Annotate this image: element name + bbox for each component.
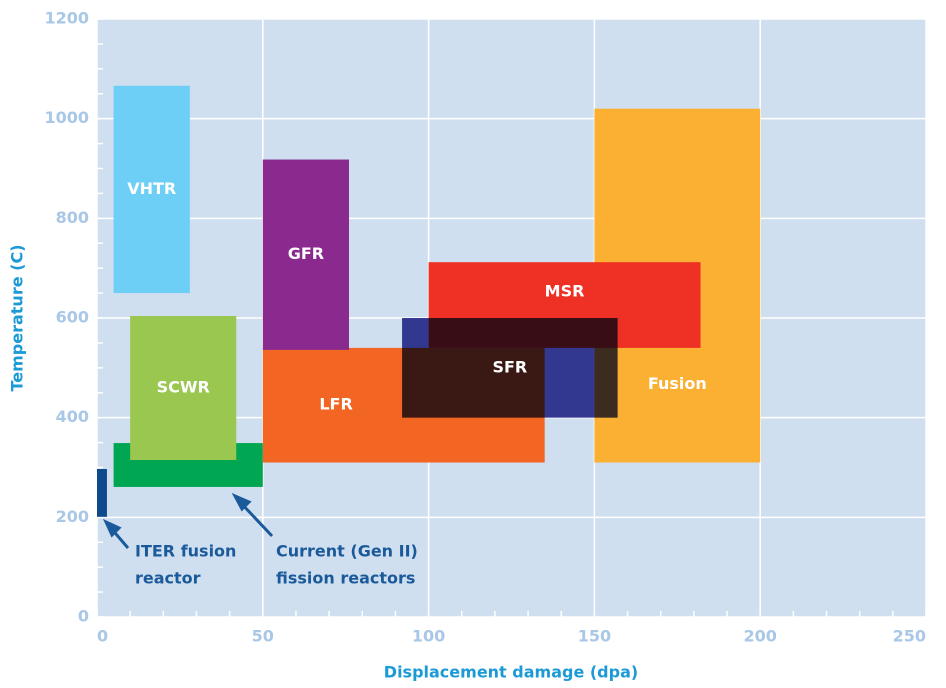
x-axis-title: Displacement damage (dpa) — [384, 663, 638, 682]
region-label: VHTR — [127, 179, 176, 198]
annotation: reactor — [135, 569, 201, 588]
annotation: ITER fusion — [135, 542, 236, 561]
region — [97, 468, 107, 517]
x-tick-label: 200 — [743, 627, 776, 646]
region-label: SFR — [492, 357, 527, 376]
region-label: LFR — [319, 395, 352, 414]
region-label: Fusion — [648, 374, 707, 393]
region — [262, 159, 350, 350]
arrow-head — [102, 518, 122, 538]
region-label: MSR — [545, 282, 585, 301]
x-tick-label: 0 — [97, 627, 108, 646]
y-tick-label: 600 — [56, 308, 89, 327]
annotation: fission reactors — [276, 569, 415, 588]
y-tick-label: 800 — [56, 208, 89, 227]
x-tick-label: 100 — [412, 627, 445, 646]
region-label: GFR — [288, 244, 324, 263]
annotation: Current (Gen II) — [276, 542, 418, 561]
plot-area: Fusion LFR MSR GFR SFR VHTR SCWR — [96, 18, 927, 618]
y-axis-title: Temperature (C) — [8, 244, 27, 391]
annotation-arrows — [102, 492, 274, 549]
region — [402, 318, 618, 418]
y-tick-label: 400 — [56, 407, 89, 426]
y-tick-label: 200 — [56, 507, 89, 526]
x-tick-label: 250 — [893, 627, 926, 646]
x-tick-label: 150 — [578, 627, 611, 646]
y-tick-label: 1000 — [44, 108, 89, 127]
region — [130, 316, 237, 461]
region-label: SCWR — [157, 378, 210, 397]
y-tick-label: 0 — [78, 607, 89, 626]
region — [113, 85, 190, 294]
x-tick-label: 50 — [252, 627, 274, 646]
y-tick-label: 1200 — [44, 9, 89, 28]
arrow-head — [231, 492, 252, 512]
